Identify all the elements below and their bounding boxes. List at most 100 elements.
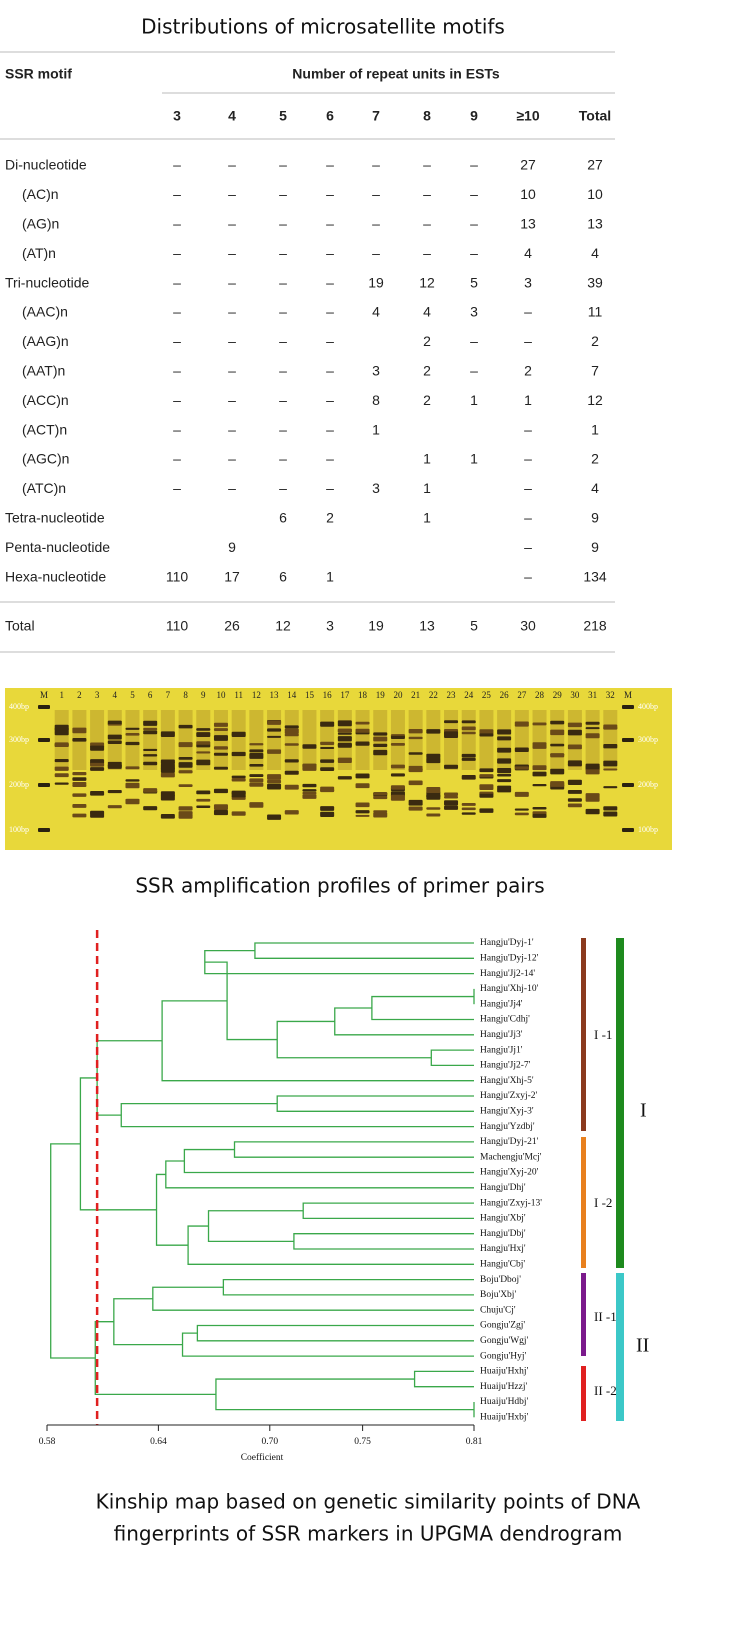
leaf-label: Hangju'Zxyj-2': [480, 1091, 538, 1101]
band: [567, 744, 582, 750]
cell: –: [326, 333, 334, 349]
lane-label: 8: [183, 690, 188, 700]
band: [213, 804, 228, 811]
band: [355, 728, 370, 733]
band: [72, 782, 87, 785]
cell: –: [326, 216, 334, 232]
cell: –: [326, 480, 334, 496]
lane-label: 17: [340, 690, 350, 700]
band: [72, 783, 87, 787]
band: [532, 722, 547, 726]
column-header: 3: [173, 108, 181, 124]
band: [426, 787, 441, 793]
lane-label: 32: [606, 690, 615, 700]
cell: 13: [520, 216, 536, 232]
lane-label: 7: [166, 690, 171, 700]
leaf-label: Hangju'Dyj-1': [480, 938, 534, 948]
ladder-band: [38, 705, 50, 709]
row-label: Total: [5, 618, 35, 634]
band: [337, 757, 352, 764]
band: [603, 724, 618, 730]
cell: –: [326, 304, 334, 320]
band: [532, 813, 547, 818]
cluster-bar: [616, 1273, 624, 1421]
band: [284, 730, 299, 735]
band: [426, 753, 441, 759]
cell: 4: [423, 304, 431, 320]
band: [567, 779, 582, 786]
band: [373, 792, 388, 796]
row-label: (AC)n: [22, 186, 59, 202]
leaf-label: Hangju'Jj2-14': [480, 969, 535, 979]
cell: 6: [279, 510, 287, 526]
band: [249, 752, 264, 759]
cell: –: [279, 245, 287, 261]
lane-smear: [302, 710, 317, 770]
band: [461, 757, 476, 761]
cell: –: [524, 304, 532, 320]
band: [461, 720, 476, 724]
band: [90, 767, 105, 771]
band: [90, 759, 105, 764]
dendrogram-link: [155, 1173, 189, 1246]
band: [249, 763, 264, 767]
band: [390, 785, 405, 790]
leaf-label: Hangju'Xyj-20': [480, 1168, 539, 1178]
cell: –: [279, 480, 287, 496]
cell: 1: [591, 421, 599, 437]
lane-smear: [160, 710, 175, 770]
band: [267, 720, 282, 725]
cell: –: [326, 157, 334, 173]
band: [143, 806, 158, 811]
cell: 10: [587, 186, 603, 202]
band: [585, 808, 600, 815]
leaf-label: Hangju'Dyj-12': [480, 953, 539, 963]
cell: –: [173, 421, 181, 437]
lane-smear: [585, 710, 600, 770]
band: [213, 722, 228, 727]
band: [90, 745, 105, 751]
lane-smear: [479, 710, 494, 770]
dendrogram-link: [371, 995, 474, 1021]
cell: 9: [228, 539, 236, 555]
band: [603, 768, 618, 771]
cell: –: [279, 304, 287, 320]
cluster-bar: [581, 938, 586, 1131]
band: [107, 734, 122, 740]
leaf-label: Hangju'Jj2-7': [480, 1061, 531, 1071]
cell: –: [470, 245, 478, 261]
band: [302, 794, 317, 799]
band: [603, 743, 618, 749]
band: [444, 800, 459, 806]
leaf-label: Hangju'Zxyj-13': [480, 1198, 542, 1208]
band: [408, 767, 423, 773]
cell: –: [279, 421, 287, 437]
cell: 2: [423, 392, 431, 408]
lane-label: 19: [376, 690, 386, 700]
band: [125, 727, 140, 730]
band: [267, 728, 282, 732]
band: [54, 731, 69, 736]
cell: 4: [524, 245, 532, 261]
band: [603, 786, 618, 789]
lane-label: 12: [252, 690, 261, 700]
band: [479, 733, 494, 737]
row-label: Hexa-nucleotide: [5, 568, 106, 584]
cell: –: [173, 392, 181, 408]
leaf-label: Boju'Dboj': [480, 1275, 521, 1285]
band: [337, 742, 352, 748]
dendrogram-link: [120, 1103, 474, 1128]
band: [107, 720, 122, 725]
lane-label: M: [624, 690, 632, 700]
band: [444, 764, 459, 769]
band: [567, 722, 582, 728]
leaf-label: Hangju'Xhj-5': [480, 1076, 534, 1086]
band: [284, 770, 299, 775]
axis-label: Coefficient: [241, 1452, 284, 1463]
cell: 9: [591, 539, 599, 555]
ladder-label: 300bp: [9, 735, 29, 744]
band: [302, 791, 317, 795]
lane-label: 24: [464, 690, 474, 700]
band: [514, 766, 529, 770]
